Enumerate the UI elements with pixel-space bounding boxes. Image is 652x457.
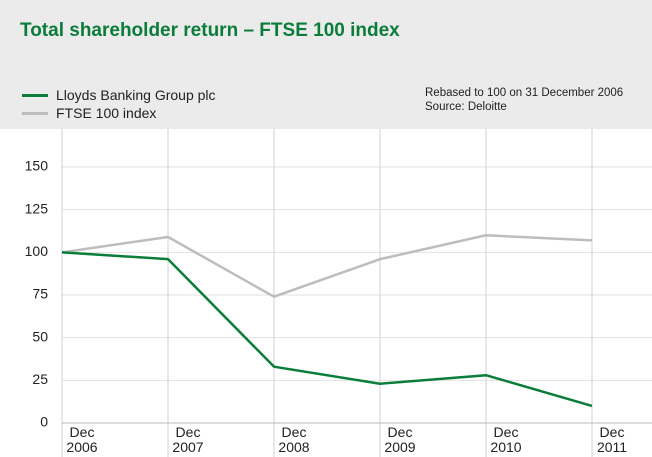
legend-swatch	[22, 111, 48, 115]
series-line	[61, 234, 593, 298]
legend-swatch	[22, 93, 48, 97]
x-tick-label: Dec 2007	[172, 424, 204, 455]
legend-label: FTSE 100 index	[56, 105, 157, 121]
y-tick-label: 100	[25, 243, 49, 259]
x-tick-label: Dec 2010	[490, 424, 522, 455]
x-tick-label: Dec 2006	[66, 424, 98, 455]
y-tick-label: 50	[32, 328, 48, 344]
y-tick-label: 150	[25, 158, 49, 174]
legend-item: FTSE 100 index	[22, 105, 156, 121]
legend-item: Lloyds Banking Group plc	[22, 87, 216, 103]
y-tick-label: 0	[40, 414, 48, 430]
x-tick-label: Dec 2008	[278, 424, 310, 455]
annotation: Source: Deloitte	[425, 101, 507, 113]
y-tick-label: 25	[32, 371, 48, 387]
x-tick-label: Dec 2009	[384, 424, 416, 455]
annotation: Rebased to 100 on 31 December 2006	[425, 87, 624, 99]
legend-label: Lloyds Banking Group plc	[56, 87, 216, 103]
x-tick-label: Dec 2011	[596, 424, 628, 455]
chart-title: Total shareholder return – FTSE 100 inde…	[20, 20, 400, 41]
header	[0, 0, 652, 129]
series-line	[61, 251, 593, 408]
y-tick-label: 125	[25, 200, 49, 216]
y-tick-label: 75	[32, 286, 48, 302]
